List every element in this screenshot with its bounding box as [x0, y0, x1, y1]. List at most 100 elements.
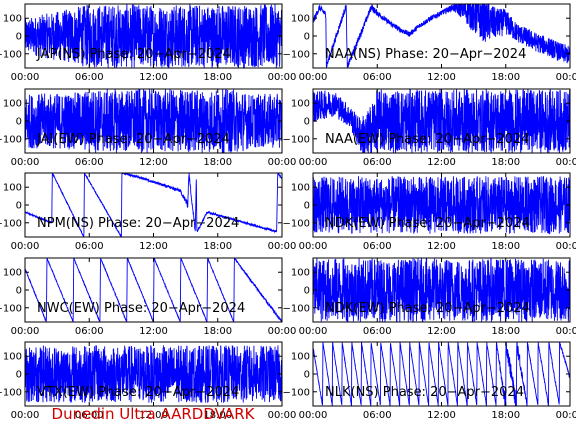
chart-panel-2: 100 0 −100 00:00 06:00 12:00 18:00 00:00 NAA(NS)…: [283, 3, 576, 83]
chart-panel-7: 100 0 −100 00:00 06:00 12:00 18:00 00:00 NWC(EW)…: [0, 257, 297, 337]
x-tick-label: 12:00: [427, 326, 456, 337]
y-tick-label: 100: [3, 99, 22, 110]
x-tick-label: 00:00: [556, 326, 576, 337]
panel-title: NAA(EW) Phase: 20−Apr−2024: [325, 132, 529, 147]
x-tick-label: 00:00: [268, 410, 297, 421]
y-tick-label: −100: [283, 49, 310, 60]
x-tick-label: 18:00: [203, 326, 232, 337]
panel-title: NPM(NS) Phase: 20−Apr−2024: [37, 216, 239, 231]
x-tick-label: 00:00: [299, 72, 328, 83]
series-trace: [313, 89, 570, 153]
chart-panel-10: 100 0 −100 00:00 06:00 12:00 18:00 00:00 NLK(NS)…: [283, 341, 576, 421]
x-tick-label: 18:00: [491, 72, 520, 83]
x-tick-label: 18:00: [491, 241, 520, 252]
x-tick-label: 00:00: [268, 326, 297, 337]
y-tick-label: 100: [291, 183, 310, 194]
panel-title: NDK(EW) Phase: 20−Apr−2024: [325, 301, 530, 316]
x-tick-label: 06:00: [75, 72, 104, 83]
chart-panel-4: 100 0 −100 00:00 06:00 12:00 18:00 00:00 NAA(EW)…: [283, 88, 576, 168]
series-trace: [25, 258, 282, 322]
x-tick-label: 12:00: [139, 72, 168, 83]
y-tick-label: −100: [0, 134, 22, 145]
y-tick-label: 100: [3, 14, 22, 25]
y-tick-label: −100: [0, 49, 22, 60]
x-tick-label: 06:00: [75, 410, 104, 421]
x-tick-label: 18:00: [203, 241, 232, 252]
panel-title: NWC(EW) Phase: 20−Apr−2024: [37, 301, 245, 316]
panel-title: JAP(NS) Phase: 20−Apr−2024: [36, 47, 231, 62]
x-tick-label: 06:00: [363, 241, 392, 252]
y-tick-label: −100: [283, 303, 310, 314]
series-trace: [25, 173, 282, 237]
panel-title: NLK(NS) Phase: 20−Apr−2024: [325, 385, 524, 400]
panel-title: VTX(EW) Phase: 20−Apr−2024: [37, 385, 239, 400]
x-tick-label: 06:00: [363, 410, 392, 421]
x-tick-label: 00:00: [299, 241, 328, 252]
x-tick-label: 00:00: [11, 241, 40, 252]
y-tick-label: 0: [16, 286, 22, 297]
x-tick-label: 12:00: [427, 241, 456, 252]
x-tick-label: 06:00: [75, 241, 104, 252]
x-tick-label: 12:00: [139, 410, 168, 421]
panels: 100 0 −100 00:00 06:00 12:00 18:00 00:00 JAP(NS)…: [0, 3, 576, 421]
x-tick-label: 12:00: [427, 72, 456, 83]
chart-panel-5: 100 0 −100 00:00 06:00 12:00 18:00 00:00 NPM(NS)…: [0, 172, 297, 252]
y-tick-label: 0: [304, 117, 310, 128]
x-tick-label: 06:00: [363, 157, 392, 168]
x-tick-label: 00:00: [299, 326, 328, 337]
y-tick-label: 100: [3, 268, 22, 279]
x-tick-label: 00:00: [11, 157, 40, 168]
y-tick-label: 0: [304, 370, 310, 381]
x-tick-label: 18:00: [203, 157, 232, 168]
y-tick-label: 0: [304, 32, 310, 43]
footer-label: Dunedin Ultra AARDDVARK: [52, 405, 256, 423]
x-tick-label: 00:00: [556, 410, 576, 421]
x-tick-label: 00:00: [268, 241, 297, 252]
x-tick-label: 06:00: [75, 326, 104, 337]
x-tick-label: 00:00: [556, 241, 576, 252]
series-trace: [25, 345, 282, 403]
x-tick-label: 06:00: [363, 326, 392, 337]
y-tick-label: −100: [0, 387, 22, 398]
x-tick-label: 18:00: [491, 157, 520, 168]
y-tick-label: −100: [283, 218, 310, 229]
x-tick-label: 06:00: [363, 72, 392, 83]
y-tick-label: 100: [291, 99, 310, 110]
x-tick-label: 00:00: [11, 72, 40, 83]
x-tick-label: 00:00: [299, 157, 328, 168]
series-trace: [25, 89, 282, 153]
x-tick-label: 18:00: [491, 410, 520, 421]
y-tick-label: −100: [283, 134, 310, 145]
x-tick-label: 00:00: [268, 72, 297, 83]
panel-title: JAI(EW) Phase: 20−Apr−2024: [36, 132, 230, 147]
x-tick-label: 00:00: [11, 410, 40, 421]
y-tick-label: −100: [0, 303, 22, 314]
x-tick-label: 00:00: [556, 72, 576, 83]
y-tick-label: 0: [16, 117, 22, 128]
chart-panel-9: 100 0 −100 00:00 06:00 12:00 18:00 00:00 VTX(EW)…: [0, 341, 297, 421]
y-tick-label: 0: [304, 286, 310, 297]
y-tick-label: 0: [16, 201, 22, 212]
y-tick-label: 0: [16, 370, 22, 381]
x-tick-label: 00:00: [11, 326, 40, 337]
x-tick-label: 12:00: [139, 326, 168, 337]
x-tick-label: 18:00: [203, 72, 232, 83]
y-tick-label: 100: [3, 183, 22, 194]
x-tick-label: 00:00: [268, 157, 297, 168]
series-trace: [313, 4, 570, 68]
y-tick-label: 100: [291, 352, 310, 363]
x-tick-label: 12:00: [139, 241, 168, 252]
chart-panel-8: 100 0 −100 00:00 06:00 12:00 18:00 00:00 NDK(EW)…: [283, 257, 576, 337]
chart-panel-1: 100 0 −100 00:00 06:00 12:00 18:00 00:00 JAP(NS)…: [0, 3, 297, 83]
y-tick-label: 0: [16, 32, 22, 43]
y-tick-label: −100: [0, 218, 22, 229]
y-tick-label: 100: [291, 14, 310, 25]
y-tick-label: 0: [304, 201, 310, 212]
x-tick-label: 18:00: [203, 410, 232, 421]
series-trace: [313, 258, 570, 322]
x-tick-label: 12:00: [427, 157, 456, 168]
x-tick-label: 00:00: [556, 157, 576, 168]
x-tick-label: 12:00: [139, 157, 168, 168]
panel-title: NDK(EW) Phase: 20−Apr−2024: [325, 216, 530, 231]
